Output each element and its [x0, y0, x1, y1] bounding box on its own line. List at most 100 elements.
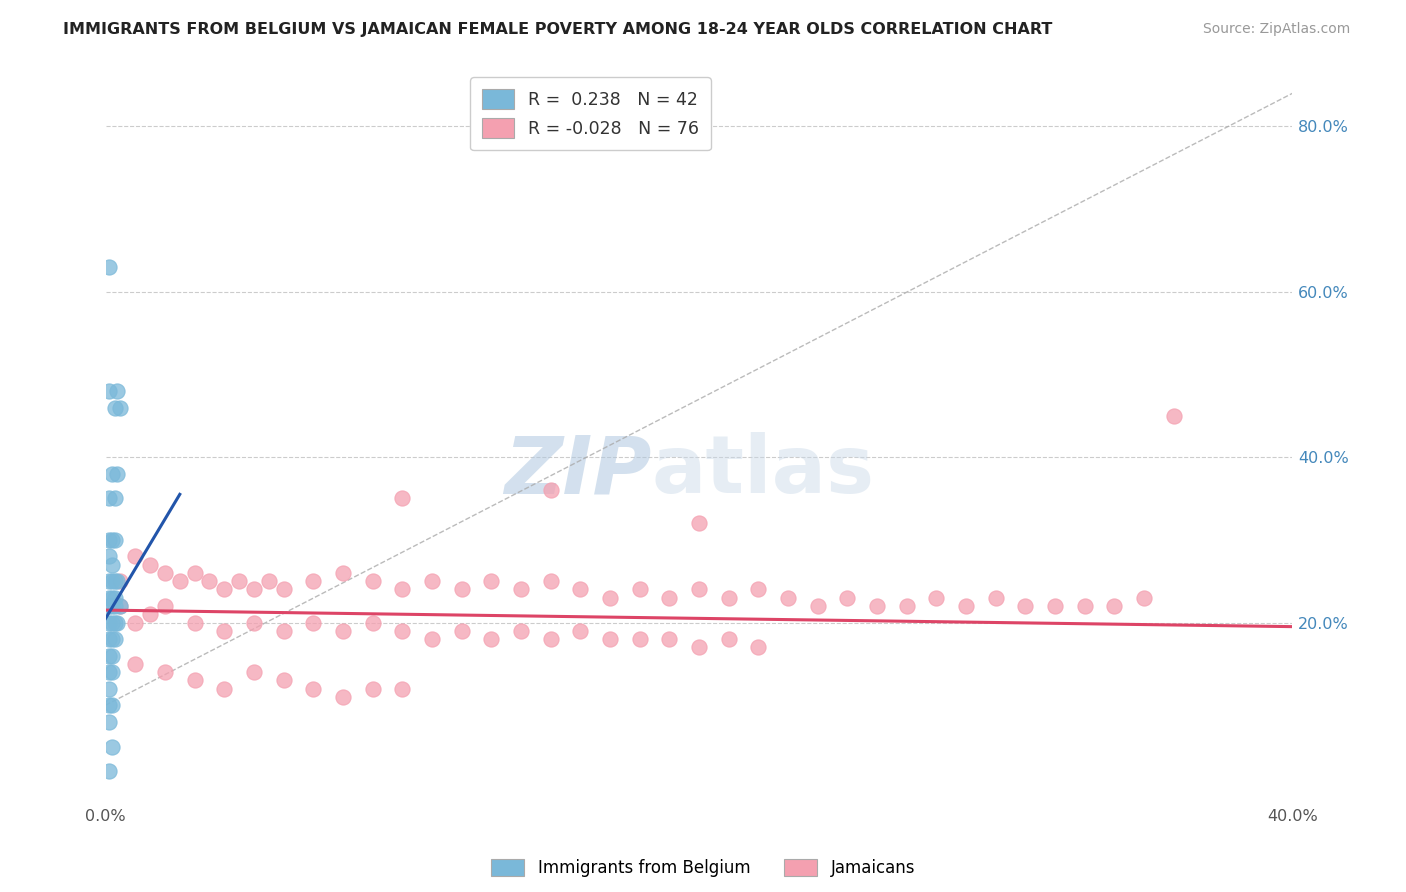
Point	[139, 607, 162, 622]
Text: 40.0%: 40.0%	[1267, 809, 1317, 824]
Point	[100, 698, 122, 713]
Point	[273, 673, 295, 688]
Point	[540, 483, 562, 498]
Point	[896, 599, 918, 613]
Point	[214, 681, 236, 696]
Point	[510, 582, 533, 597]
Point	[302, 615, 325, 630]
Point	[361, 681, 384, 696]
Point	[332, 624, 354, 638]
Text: atlas: atlas	[651, 433, 875, 510]
Point	[107, 384, 129, 398]
Point	[97, 648, 120, 663]
Point	[100, 615, 122, 630]
Point	[273, 582, 295, 597]
Point	[1104, 599, 1126, 613]
Point	[569, 624, 592, 638]
Legend: Immigrants from Belgium, Jamaicans: Immigrants from Belgium, Jamaicans	[485, 852, 921, 884]
Point	[1073, 599, 1095, 613]
Point	[97, 615, 120, 630]
Point	[97, 599, 120, 613]
Point	[628, 582, 651, 597]
Point	[1043, 599, 1066, 613]
Point	[391, 681, 413, 696]
Point	[97, 714, 120, 729]
Point	[100, 558, 122, 572]
Point	[391, 582, 413, 597]
Point	[97, 764, 120, 779]
Point	[628, 632, 651, 646]
Point	[100, 533, 122, 547]
Point	[97, 574, 120, 589]
Point	[688, 582, 710, 597]
Point	[243, 615, 266, 630]
Point	[110, 574, 132, 589]
Point	[214, 582, 236, 597]
Point	[97, 384, 120, 398]
Point	[420, 632, 443, 646]
Point	[658, 632, 681, 646]
Point	[97, 698, 120, 713]
Point	[391, 624, 413, 638]
Point	[183, 673, 205, 688]
Point	[1014, 599, 1036, 613]
Point	[100, 574, 122, 589]
Point	[688, 516, 710, 531]
Point	[776, 591, 799, 605]
Point	[273, 624, 295, 638]
Point	[124, 657, 146, 671]
Point	[97, 549, 120, 564]
Text: 0.0%: 0.0%	[86, 809, 127, 824]
Point	[97, 665, 120, 679]
Point	[955, 599, 977, 613]
Point	[837, 591, 859, 605]
Point	[361, 574, 384, 589]
Point	[450, 582, 472, 597]
Point	[100, 739, 122, 754]
Point	[984, 591, 1007, 605]
Point	[103, 533, 125, 547]
Point	[1133, 591, 1156, 605]
Point	[688, 640, 710, 655]
Point	[198, 574, 221, 589]
Point	[479, 632, 502, 646]
Point	[361, 615, 384, 630]
Point	[153, 599, 176, 613]
Point	[103, 599, 125, 613]
Point	[124, 549, 146, 564]
Point	[540, 574, 562, 589]
Point	[332, 566, 354, 580]
Point	[302, 574, 325, 589]
Point	[569, 582, 592, 597]
Point	[540, 632, 562, 646]
Text: ZIP: ZIP	[505, 433, 651, 510]
Point	[866, 599, 889, 613]
Point	[257, 574, 280, 589]
Point	[110, 599, 132, 613]
Point	[1163, 409, 1185, 423]
Point	[100, 632, 122, 646]
Point	[97, 681, 120, 696]
Point	[302, 681, 325, 696]
Point	[183, 566, 205, 580]
Text: IMMIGRANTS FROM BELGIUM VS JAMAICAN FEMALE POVERTY AMONG 18-24 YEAR OLDS CORRELA: IMMIGRANTS FROM BELGIUM VS JAMAICAN FEMA…	[63, 22, 1053, 37]
Point	[717, 591, 740, 605]
Point	[97, 491, 120, 506]
Point	[100, 467, 122, 481]
Point	[169, 574, 191, 589]
Point	[103, 574, 125, 589]
Point	[243, 665, 266, 679]
Point	[153, 566, 176, 580]
Point	[228, 574, 250, 589]
Point	[107, 467, 129, 481]
Point	[243, 582, 266, 597]
Point	[420, 574, 443, 589]
Point	[103, 491, 125, 506]
Point	[103, 401, 125, 415]
Point	[747, 582, 769, 597]
Point	[107, 574, 129, 589]
Point	[599, 591, 621, 605]
Point	[107, 615, 129, 630]
Point	[97, 260, 120, 274]
Point	[97, 632, 120, 646]
